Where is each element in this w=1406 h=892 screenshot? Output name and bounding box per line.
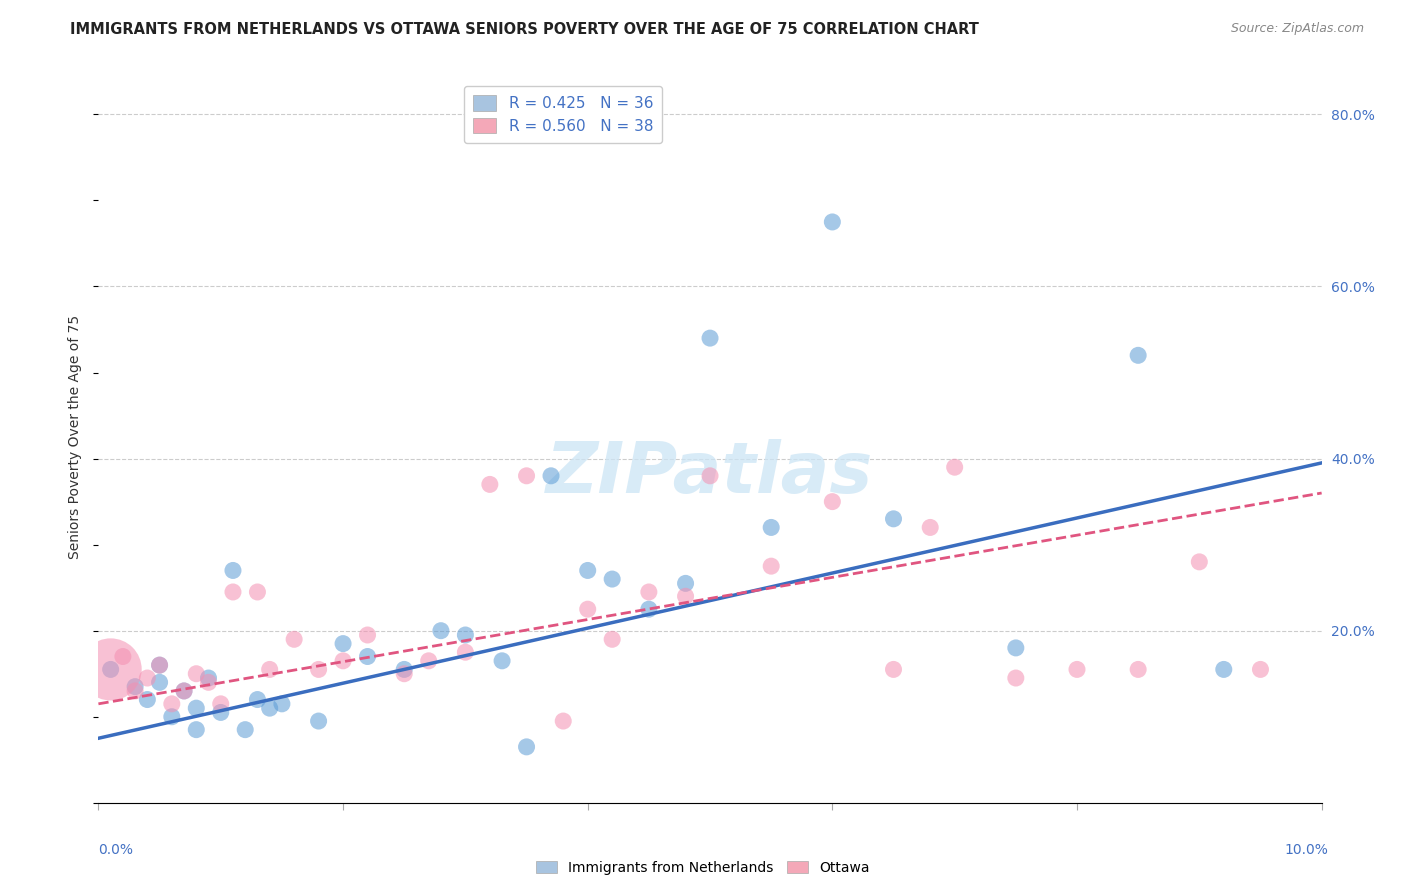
Point: [356, 628, 378, 642]
Legend: Immigrants from Netherlands, Ottawa: Immigrants from Netherlands, Ottawa: [530, 855, 876, 880]
Point: [283, 632, 305, 647]
Point: [222, 564, 245, 578]
Point: [197, 671, 219, 685]
Point: [149, 675, 172, 690]
Point: [821, 494, 844, 508]
Point: [1128, 348, 1150, 362]
Point: [637, 585, 661, 599]
Point: [197, 675, 219, 690]
Point: [553, 714, 575, 728]
Point: [430, 624, 453, 638]
Point: [821, 215, 844, 229]
Point: [699, 468, 721, 483]
Point: [111, 649, 134, 664]
Point: [516, 468, 538, 483]
Point: [173, 684, 195, 698]
Point: [675, 576, 697, 591]
Point: [233, 723, 256, 737]
Text: 0.0%: 0.0%: [98, 843, 134, 857]
Point: [209, 697, 232, 711]
Point: [332, 654, 354, 668]
Point: [1066, 662, 1088, 676]
Point: [454, 645, 477, 659]
Point: [332, 637, 354, 651]
Point: [222, 585, 245, 599]
Point: [100, 662, 122, 676]
Point: [759, 520, 782, 534]
Point: [100, 662, 122, 676]
Point: [136, 671, 159, 685]
Text: IMMIGRANTS FROM NETHERLANDS VS OTTAWA SENIORS POVERTY OVER THE AGE OF 75 CORRELA: IMMIGRANTS FROM NETHERLANDS VS OTTAWA SE…: [70, 22, 979, 37]
Point: [1249, 662, 1271, 676]
Point: [209, 706, 232, 720]
Point: [516, 739, 538, 754]
Text: ZIPatlas: ZIPatlas: [547, 439, 873, 508]
Y-axis label: Seniors Poverty Over the Age of 75: Seniors Poverty Over the Age of 75: [69, 315, 83, 559]
Point: [883, 512, 905, 526]
Point: [576, 602, 599, 616]
Point: [883, 662, 905, 676]
Point: [576, 564, 599, 578]
Legend: R = 0.425   N = 36, R = 0.560   N = 38: R = 0.425 N = 36, R = 0.560 N = 38: [464, 87, 662, 143]
Point: [308, 714, 330, 728]
Point: [356, 649, 378, 664]
Point: [186, 701, 208, 715]
Point: [270, 697, 292, 711]
Point: [308, 662, 330, 676]
Point: [149, 658, 172, 673]
Point: [392, 666, 416, 681]
Point: [1004, 640, 1026, 655]
Point: [259, 701, 281, 715]
Point: [392, 662, 416, 676]
Point: [1212, 662, 1234, 676]
Point: [491, 654, 513, 668]
Point: [540, 468, 562, 483]
Point: [124, 684, 146, 698]
Point: [637, 602, 661, 616]
Point: [173, 684, 195, 698]
Point: [246, 692, 269, 706]
Point: [246, 585, 269, 599]
Point: [186, 666, 208, 681]
Text: 10.0%: 10.0%: [1285, 843, 1329, 857]
Point: [759, 559, 782, 574]
Point: [149, 658, 172, 673]
Point: [600, 632, 623, 647]
Point: [600, 572, 623, 586]
Point: [675, 589, 697, 603]
Point: [1128, 662, 1150, 676]
Point: [124, 680, 146, 694]
Point: [418, 654, 440, 668]
Point: [943, 460, 966, 475]
Point: [1004, 671, 1026, 685]
Point: [259, 662, 281, 676]
Point: [699, 331, 721, 345]
Point: [186, 723, 208, 737]
Point: [478, 477, 501, 491]
Point: [136, 692, 159, 706]
Point: [1188, 555, 1211, 569]
Point: [920, 520, 942, 534]
Point: [160, 710, 183, 724]
Point: [454, 628, 477, 642]
Text: Source: ZipAtlas.com: Source: ZipAtlas.com: [1230, 22, 1364, 36]
Point: [160, 697, 183, 711]
